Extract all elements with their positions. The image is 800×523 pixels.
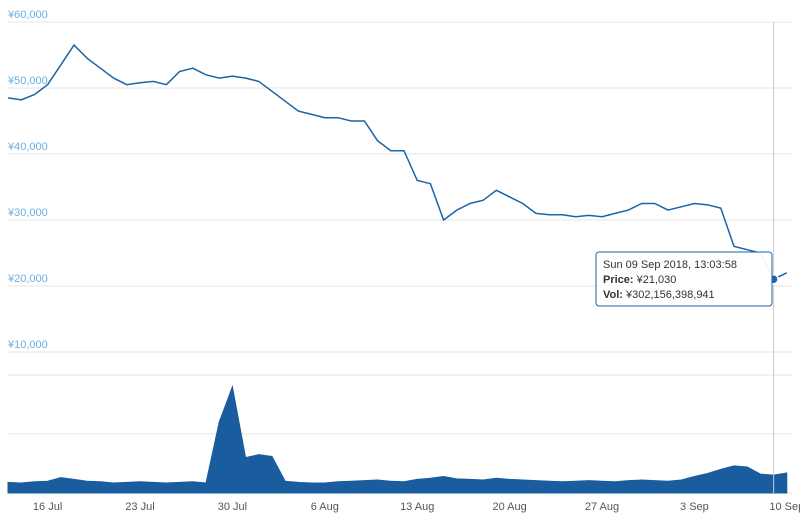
y-tick-label: ¥40,000 — [7, 141, 48, 153]
y-tick-label: ¥10,000 — [7, 339, 48, 351]
tooltip-price-value: ¥21,030 — [636, 274, 677, 286]
x-tick-label: 20 Aug — [492, 501, 526, 513]
tooltip-price-label: Price: — [603, 274, 634, 286]
price-line — [7, 43, 788, 281]
tooltip-vol-value: ¥302,156,398,941 — [625, 289, 715, 301]
tooltip-vol-label: Vol: — [603, 289, 623, 301]
tooltip: Sun 09 Sep 2018, 13:03:58 Price: ¥21,030 Vo… — [595, 22, 779, 493]
x-tick-label: 30 Jul — [218, 501, 247, 513]
x-tick-label: 3 Sep — [680, 501, 709, 513]
volume-area — [7, 384, 788, 494]
x-tick-label: 6 Aug — [311, 501, 339, 513]
y-tick-label: ¥30,000 — [7, 207, 48, 219]
x-tick-label: 27 Aug — [585, 501, 619, 513]
y-tick-label: ¥50,000 — [7, 75, 48, 87]
tooltip-price: Price: ¥21,030 — [603, 274, 676, 286]
x-tick-label: 13 Aug — [400, 501, 434, 513]
tooltip-vol: Vol: ¥302,156,398,941 — [603, 289, 715, 301]
tooltip-date: Sun 09 Sep 2018, 13:03:58 — [603, 259, 737, 271]
x-tick-label: 16 Jul — [33, 501, 62, 513]
x-tick-label: 10 Sep — [769, 501, 800, 513]
x-tick-label: 23 Jul — [125, 501, 154, 513]
y-tick-label: ¥20,000 — [7, 273, 48, 285]
tooltip-box — [595, 251, 773, 307]
marks — [7, 43, 788, 494]
y-tick-label: ¥60,000 — [7, 9, 48, 21]
